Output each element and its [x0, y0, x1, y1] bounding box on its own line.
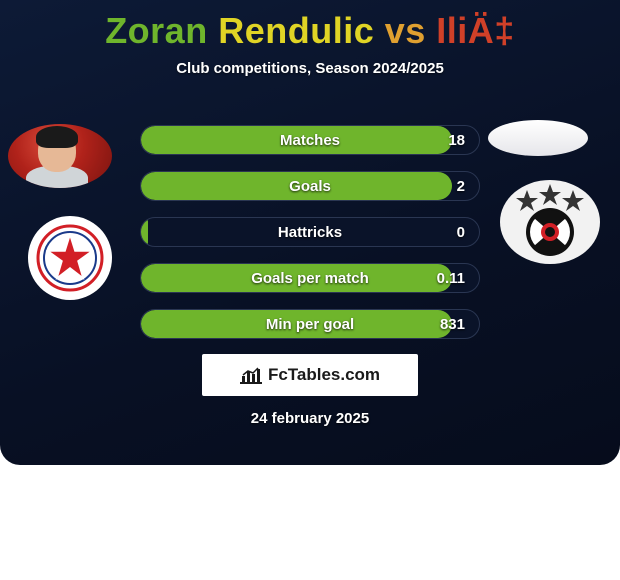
stat-label: Goals per match: [141, 264, 479, 292]
stat-value: 831: [440, 310, 465, 338]
stat-label: Matches: [141, 126, 479, 154]
comparison-card: Zoran Rendulic vs IliÄ‡ Club competition…: [0, 0, 620, 465]
stat-row: Goals2: [140, 171, 480, 201]
stat-label: Goals: [141, 172, 479, 200]
title-player2: IliÄ‡: [436, 10, 515, 51]
stat-value: 18: [448, 126, 465, 154]
title-player1-last: Rendulic: [218, 10, 374, 51]
brand-text: FcTables.com: [268, 365, 380, 385]
title-vs: vs: [374, 10, 436, 51]
club-crest-right: [500, 180, 600, 264]
stat-row: Goals per match0.11: [140, 263, 480, 293]
title-player1-first: Zoran: [105, 10, 208, 51]
stat-label: Hattricks: [141, 218, 479, 246]
stat-value: 0: [457, 218, 465, 246]
subtitle: Club competitions, Season 2024/2025: [0, 60, 620, 77]
stat-row: Min per goal831: [140, 309, 480, 339]
stats-list: Matches18 Goals2 Hattricks0 Goals per match…: [140, 125, 480, 355]
partizan-icon: [507, 184, 593, 260]
crvena-zvezda-icon: [35, 223, 105, 293]
stat-value: 2: [457, 172, 465, 200]
club-crest-left: [28, 216, 112, 300]
stat-value: 0.11: [437, 264, 465, 292]
brand-badge[interactable]: FcTables.com: [202, 354, 418, 396]
stat-label: Min per goal: [141, 310, 479, 338]
stat-row: Hattricks0: [140, 217, 480, 247]
date-label: 24 february 2025: [0, 410, 620, 427]
stat-row: Matches18: [140, 125, 480, 155]
page-title: Zoran Rendulic vs IliÄ‡: [0, 0, 620, 52]
player2-avatar: [488, 120, 588, 156]
player1-avatar: [8, 124, 112, 188]
bar-chart-icon: [240, 366, 262, 384]
